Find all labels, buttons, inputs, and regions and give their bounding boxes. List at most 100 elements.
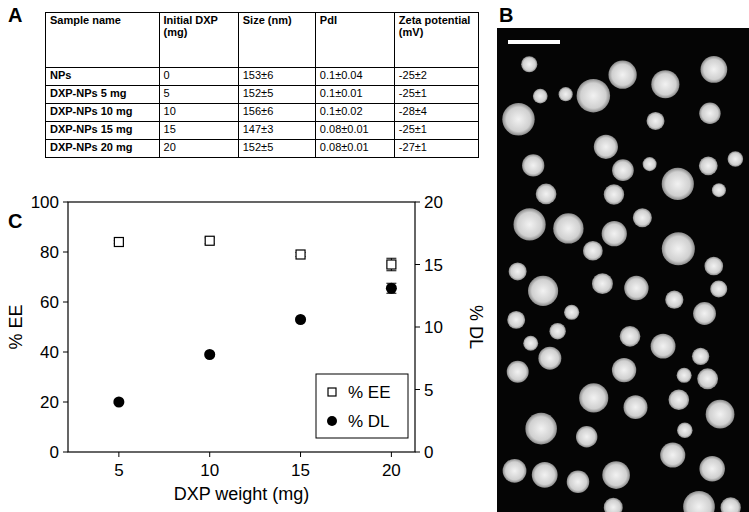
table-cell: DXP-NPs 10 mg: [46, 104, 160, 122]
y2-tick-label: 15: [424, 256, 443, 275]
table-cell: DXP-NPs 20 mg: [46, 140, 160, 158]
marker-square: [296, 250, 305, 259]
y-tick-label: 20: [40, 393, 59, 412]
legend-marker: [328, 388, 336, 396]
particle: [507, 361, 529, 383]
error-cap: [386, 270, 396, 271]
error-bar: [386, 258, 396, 271]
particle: [728, 151, 744, 167]
particle: [721, 497, 741, 512]
table-cell: 5: [159, 86, 238, 104]
table-cell: 156±6: [238, 104, 315, 122]
micrograph: [497, 28, 749, 512]
y-tick-label: 60: [40, 293, 59, 312]
table-row: DXP-NPs 20 mg20152±50.08±0.01-27±1: [46, 140, 479, 158]
y-axis-label: % EE: [6, 304, 26, 349]
particle: [700, 56, 727, 83]
y2-tick: [415, 202, 420, 203]
table-cell: 0.1±0.01: [315, 86, 394, 104]
particle: [604, 184, 624, 204]
particle: [509, 262, 527, 280]
marker-circle: [204, 349, 215, 360]
particle: [576, 426, 597, 447]
header-cell: Sample name: [46, 13, 160, 68]
header-cell: Size (nm): [238, 13, 315, 68]
table-cell: -25±2: [394, 68, 478, 86]
particle: [602, 461, 630, 489]
table-cell: -25±1: [394, 86, 478, 104]
particle: [522, 154, 544, 176]
particle: [669, 389, 690, 410]
panel-label: A: [8, 4, 22, 26]
legend-marker: [327, 416, 337, 426]
particle: [624, 276, 648, 300]
table-cell: 0.08±0.01: [315, 122, 394, 140]
legend: % EE% DL: [316, 374, 408, 438]
plot-frame: [68, 202, 415, 452]
particle: [665, 291, 683, 309]
particle: [538, 347, 561, 370]
particle: [567, 470, 590, 493]
y2-tick-label: 10: [424, 318, 443, 337]
particle: [706, 400, 735, 429]
header-cell: PdI: [315, 13, 394, 68]
table-cell: 0: [159, 68, 238, 86]
error-bar: [386, 283, 396, 293]
table-cell: 152±5: [238, 86, 315, 104]
x-tick-label: 10: [200, 461, 219, 480]
particle: [579, 383, 608, 412]
particle: [503, 459, 527, 483]
marker-circle: [295, 314, 306, 325]
table-cell: 0.1±0.04: [315, 68, 394, 86]
x-tick-label: 15: [291, 461, 310, 480]
marker-circle: [386, 283, 397, 294]
particle: [651, 334, 676, 359]
particle: [559, 87, 573, 101]
particle: [697, 368, 718, 389]
y2-tick-label: 20: [424, 193, 443, 212]
particle: [549, 323, 565, 339]
particle: [710, 280, 727, 297]
particle: [514, 208, 546, 240]
table-cell: DXP-NPs 5 mg: [46, 86, 160, 104]
particle: [564, 305, 579, 320]
y2-tick: [415, 327, 420, 328]
table-cell: -25±1: [394, 122, 478, 140]
table-cell: -27±1: [394, 140, 478, 158]
particle: [660, 442, 685, 467]
panel-label: C: [8, 210, 22, 232]
header-cell: Initial DXP (mg): [159, 13, 238, 68]
y2-tick-label: 0: [424, 443, 433, 462]
y-tick-label: 0: [50, 443, 59, 462]
y2-tick: [415, 389, 420, 390]
table-cell: 20: [159, 140, 238, 158]
marker-square: [205, 236, 214, 245]
particle: [620, 326, 641, 347]
marker-square: [387, 260, 396, 269]
y-tick: [63, 452, 68, 453]
page: {"panel_labels": ["A", "B", "C"], "table…: [0, 0, 749, 512]
particle: [699, 103, 720, 124]
table-cell: 153±6: [238, 68, 315, 86]
table-row: DXP-NPs 5 mg5152±50.1±0.01-25±1: [46, 86, 479, 104]
y2-tick-label: 5: [424, 381, 433, 400]
data-table: Sample nameInitial DXP (mg)Size (nm)PdIZ…: [45, 12, 479, 158]
particle: [612, 358, 636, 382]
table-cell: 10: [159, 104, 238, 122]
legend-box: [316, 374, 408, 438]
particle: [712, 183, 726, 197]
table-row: NPs0153±60.1±0.04-25±2: [46, 68, 479, 86]
particle: [704, 257, 723, 276]
table-cell: 0.08±0.01: [315, 140, 394, 158]
particle: [502, 103, 534, 135]
particle: [583, 241, 603, 261]
particle: [592, 273, 613, 294]
particle: [525, 413, 557, 445]
y-tick-label: 80: [40, 243, 59, 262]
particle: [536, 184, 557, 205]
particle: [604, 498, 623, 512]
particle: [521, 56, 537, 72]
particle: [683, 491, 715, 512]
particle: [662, 232, 695, 265]
table-cell: 147±3: [238, 122, 315, 140]
